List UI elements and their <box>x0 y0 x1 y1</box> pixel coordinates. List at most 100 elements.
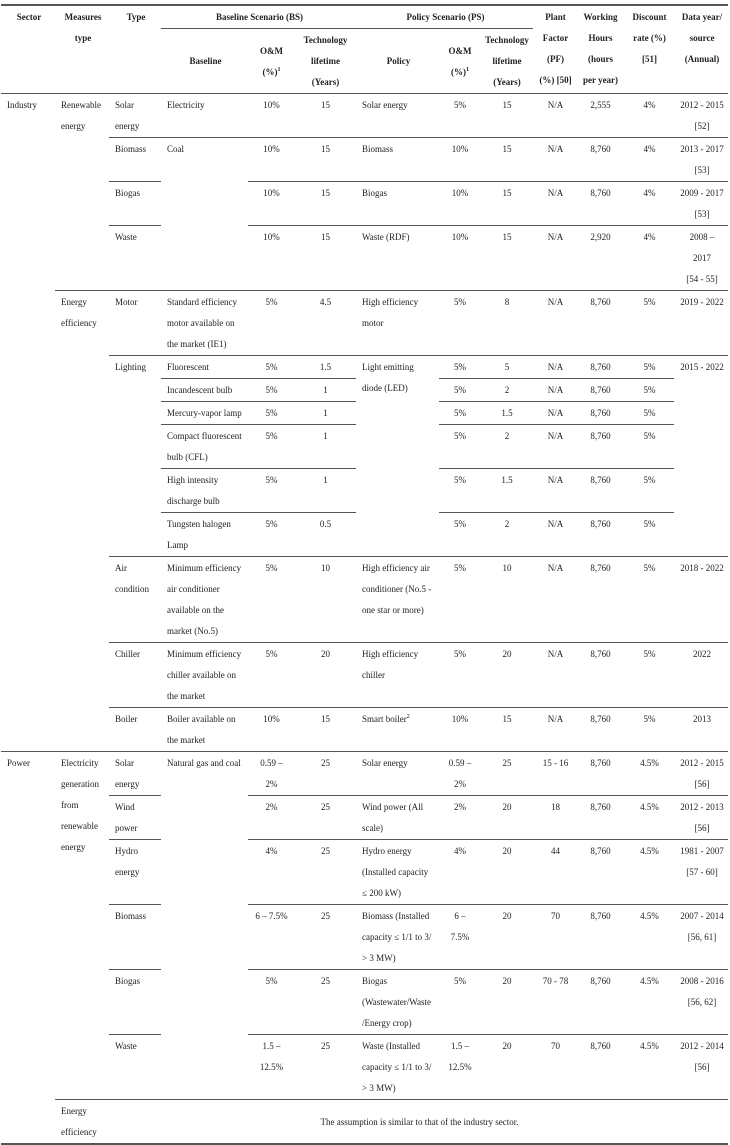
data-year-cell: 2008 - 2016 [56, 62] <box>674 969 729 1035</box>
working-hours-cell: 8,760 <box>576 707 624 752</box>
discount-rate-cell: 5% <box>623 290 675 356</box>
bs-lifetime-cell: 1 <box>293 424 357 469</box>
header-baseline: Baseline <box>161 28 248 94</box>
working-hours-cell: 8,760 <box>576 1034 624 1100</box>
data-year: 2012 - 2014 <box>680 1041 724 1051</box>
ps-lifetime-cell: 2 <box>479 424 534 469</box>
ps-lifetime-cell: 15 <box>479 707 534 752</box>
policy-cell: High efficiency motor <box>356 290 440 356</box>
header-type: Type <box>109 5 161 94</box>
ps-lifetime-cell: 15 <box>479 181 534 226</box>
ps-om-cell: 5% <box>439 290 480 356</box>
plant-factor-cell: 70 - 78 <box>533 969 577 1035</box>
bs-lifetime-cell: 1 <box>293 401 357 425</box>
plant-factor-cell: N/A <box>533 378 577 402</box>
header-ps-lifetime: Technology lifetime (Years) <box>479 28 534 94</box>
discount-rate-cell: 4% <box>643 100 656 110</box>
bs-om-cell: 5% <box>248 290 293 356</box>
bs-lifetime-cell: 1.5 <box>293 355 357 379</box>
ps-lifetime-cell: 20 <box>479 839 534 905</box>
bs-lifetime-cell: 15 <box>293 137 357 182</box>
data-year: 2018 - 2022 <box>680 563 724 573</box>
data-year-cell: 2009 - 2017 [53] <box>674 181 729 226</box>
bs-lifetime-cell: 4.5 <box>293 290 357 356</box>
table-row: Energy efficiency Motor Standard efficienc… <box>1 290 729 752</box>
discount-rate-cell: 4.5% <box>623 969 675 1035</box>
data-year: 2013 - 2017 <box>680 144 724 154</box>
ps-om-cell: 5% <box>439 512 480 557</box>
discount-rate-cell: 4% <box>623 137 675 182</box>
table-row: Industry Renewable energy Solar energy Elec… <box>1 93 728 752</box>
ps-lifetime-cell: 15 <box>479 225 534 291</box>
plant-factor-cell: 15 - 16 <box>533 751 577 796</box>
ps-lifetime-cell: 10 <box>479 556 534 643</box>
data-year: 2007 - 2014 <box>680 911 724 921</box>
table-row: Biogas 10% 15 Biogas 10% 15 N/A 8,760 4% 2009 - 2… <box>1 181 729 226</box>
plant-factor-cell: N/A <box>533 512 577 557</box>
plant-factor-cell: N/A <box>533 355 577 379</box>
measures-type-cell: Energy efficiency <box>55 290 109 752</box>
ps-om-cell: 6 – 7.5% <box>439 904 480 970</box>
table-row: Biomass 6 – 7.5% 25 Biomass (Installed capa… <box>1 904 729 970</box>
baseline-cell: Incandescent bulb <box>161 378 248 402</box>
header-working-hours: Working Hours (hours per year) <box>576 5 624 94</box>
bs-om-cell: 5% <box>248 642 293 708</box>
working-hours-cell: 8,760 <box>576 424 624 469</box>
working-hours-cell: 8,760 <box>576 839 624 905</box>
type-cell: Waste <box>109 1034 161 1100</box>
table-row: Biogas 5% 25 Biogas (Wastewater/Waste /Ener… <box>1 969 729 1035</box>
policy-cell: Wind power (All scale) <box>356 795 440 840</box>
plant-factor-cell: N/A <box>533 468 577 513</box>
ps-lifetime-cell: 2 <box>479 378 534 402</box>
ps-lifetime-cell: 5 <box>479 355 534 379</box>
ps-lifetime-cell: 20 <box>479 969 534 1035</box>
data-source-ref: [57 - 60] <box>686 867 718 877</box>
bs-lifetime-cell: 20 <box>293 642 357 708</box>
bs-om-cell: 2% <box>248 795 293 840</box>
data-year-cell: 1981 - 2007 [57 - 60] <box>674 839 729 905</box>
bs-lifetime-cell: 15 <box>293 181 357 226</box>
bs-om-cell: 10% <box>263 100 280 110</box>
data-year-cell: 2012 - 2015 [52] <box>674 94 728 138</box>
bs-om-cell: 5% <box>248 355 293 379</box>
type-cell: Biogas <box>109 969 161 1035</box>
data-source-ref: [56] <box>694 823 710 833</box>
discount-rate-cell: 4% <box>623 225 675 291</box>
policy-cell: Biogas (Wastewater/Waste /Energy crop) <box>356 969 440 1035</box>
data-year: 2019 - 2022 <box>680 297 724 307</box>
ps-lifetime-cell: 15 <box>479 137 534 182</box>
bs-lifetime-cell: 25 <box>293 795 357 840</box>
baseline-cell: Mercury-vapor lamp <box>161 401 248 425</box>
plant-factor-cell: 18 <box>533 795 577 840</box>
table-row: Chiller Minimum efficiency chiller availa… <box>1 642 729 708</box>
baseline-cell: Standard efficiency motor available on t… <box>161 290 248 356</box>
table-row: Waste 10% 15 Waste (RDF) 10% 15 N/A 2,920 4% 2008… <box>1 225 729 291</box>
type-cell: Boiler <box>109 707 161 752</box>
working-hours-cell: 8,760 <box>576 969 624 1035</box>
ps-lifetime-cell: 2 <box>479 512 534 557</box>
discount-rate-cell: 4.5% <box>623 795 675 840</box>
type-cell: Waste <box>109 225 161 291</box>
type-cell: Solar energy <box>109 751 161 796</box>
table-row: Waste 1.5 – 12.5% 25 Waste (Installed capac… <box>1 1034 729 1100</box>
ps-om-cell: 5% <box>439 424 480 469</box>
header-data-year: Data year/ source (Annual) <box>674 5 729 94</box>
discount-rate-cell: 5% <box>623 401 675 425</box>
baseline-cell: Coal <box>161 137 248 291</box>
header-discount-rate: Discount rate (%) [51] <box>623 5 675 94</box>
baseline-cell: Natural gas and coal <box>161 751 248 1100</box>
bs-lifetime-cell: 15 <box>293 707 357 752</box>
working-hours-cell: 2,920 <box>576 225 624 291</box>
plant-factor-cell: N/A <box>533 556 577 643</box>
table-row: Tungsten halogen Lamp 5% 0.5 5% 2 N/A 8,760 5% <box>1 512 728 557</box>
data-source-ref: [53] <box>694 209 710 219</box>
policy-cell: Smart boiler2 <box>356 707 440 752</box>
policy-cell: Biomass <box>356 137 440 182</box>
type-cell: Solar energy <box>115 100 140 131</box>
assumptions-table: Sector Measures type Type Baseline Scena… <box>1 4 729 1145</box>
plant-factor-cell: N/A <box>533 642 577 708</box>
data-source-ref: [56, 61] <box>687 932 717 942</box>
data-year-cell: 2012 - 2014 [56] <box>674 1034 729 1100</box>
data-year: 2012 - 2015 <box>680 758 724 768</box>
policy-cell: Biogas <box>356 181 440 226</box>
